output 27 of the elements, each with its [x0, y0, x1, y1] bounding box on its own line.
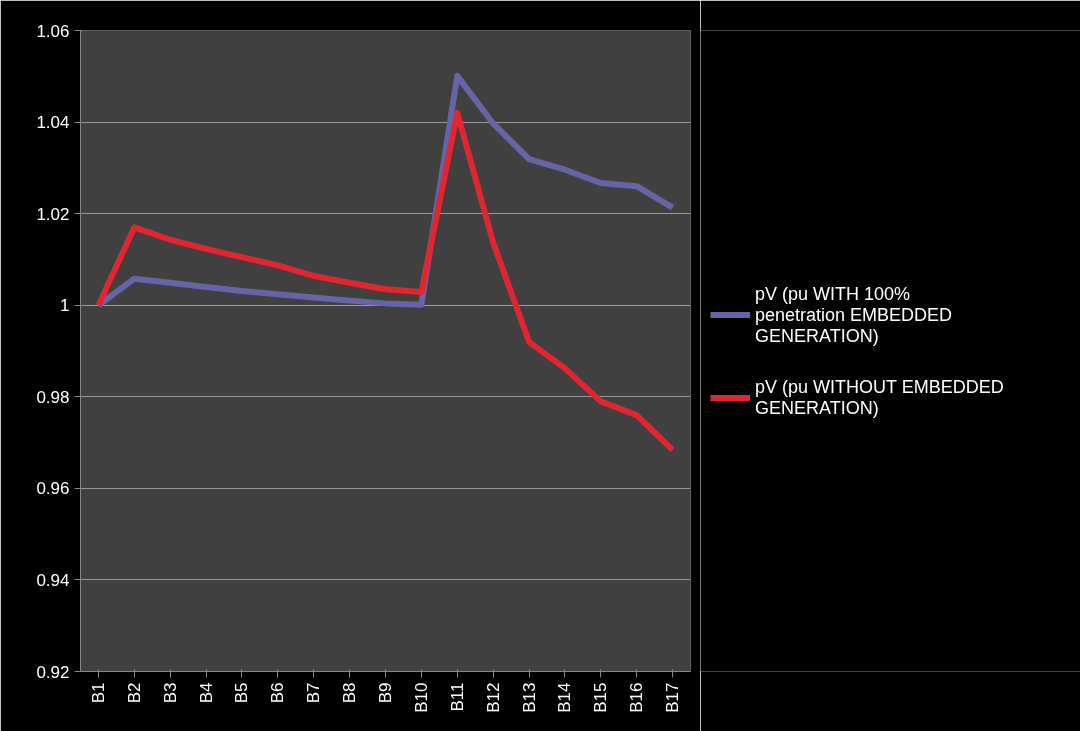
x-tick-label: B12	[483, 682, 503, 713]
legend-label: pV (pu WITHOUT EMBEDDED GENERATION)	[755, 376, 1004, 418]
x-tick-label: B2	[124, 682, 144, 704]
y-tick-label: 1.02	[36, 204, 70, 224]
x-tick-label: B1	[88, 682, 108, 704]
y-tick-label: 1.04	[36, 113, 70, 133]
x-tick-label: B11	[447, 682, 467, 712]
x-tick-label: B6	[268, 682, 288, 704]
x-tick-label: B15	[591, 682, 611, 713]
x-tick-label: B4	[196, 682, 216, 704]
x-tick-label: B17	[663, 682, 683, 713]
x-tick-label: B5	[232, 682, 252, 704]
x-tick-label: B16	[627, 682, 647, 713]
x-tick-label: B8	[340, 682, 360, 704]
x-tick-label: B3	[160, 682, 180, 704]
y-tick-label: 1.06	[36, 21, 70, 41]
x-tick-label: B13	[519, 682, 539, 713]
y-tick-label: 0.96	[36, 479, 70, 499]
x-tick-label: B14	[555, 682, 575, 713]
x-tick-label: B7	[304, 682, 324, 704]
y-tick-label: 0.92	[36, 662, 70, 682]
x-tick-label: B10	[411, 682, 431, 713]
legend-label: pV (pu WITH 100% penetration EMBEDDED GENERATION)	[755, 283, 953, 346]
x-tick-label: B9	[376, 682, 395, 704]
y-tick-label: 1	[60, 296, 70, 316]
y-tick-label: 0.98	[36, 387, 70, 407]
y-tick-label: 0.94	[36, 570, 70, 590]
